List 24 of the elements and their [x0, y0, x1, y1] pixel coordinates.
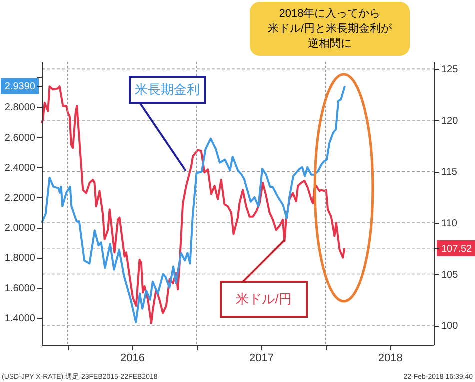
y-tick-label: 1.4000: [4, 313, 36, 324]
y2-tick-label: 100: [442, 321, 459, 332]
text: 米ドル/円と米長期金利が: [268, 22, 394, 35]
y2-tick-label: 125: [442, 64, 459, 76]
y-tick-label: 2.4000: [4, 162, 36, 174]
y2-tick-label: 105: [442, 270, 459, 281]
y-tick-label: 1.8000: [4, 253, 36, 264]
y2-tick-label: 120: [442, 116, 459, 127]
text: 米長期金利: [135, 82, 200, 97]
x-tick-label: 2017: [249, 352, 274, 364]
y-tick-label: 2.2000: [4, 192, 36, 204]
y-tick-label: 2.8000: [4, 102, 36, 114]
text: 逆相関に: [308, 37, 352, 50]
y2-tick-label: 110: [442, 218, 458, 230]
y-tick-label: 2.9390: [4, 82, 36, 93]
y-tick-label: 1.6000: [4, 283, 36, 294]
y-tick-label: 2.0000: [4, 223, 36, 234]
y-tick-label: 2.6000: [4, 132, 36, 144]
x-tick-label: 2018: [378, 352, 403, 364]
y2-tick-label: 115: [442, 167, 458, 178]
text: 2018年に入ってから: [279, 7, 381, 20]
y2-tick-label: 107.52: [442, 244, 473, 255]
text: 米ドル/円: [236, 292, 292, 306]
x-tick-label: 2016: [120, 352, 146, 364]
